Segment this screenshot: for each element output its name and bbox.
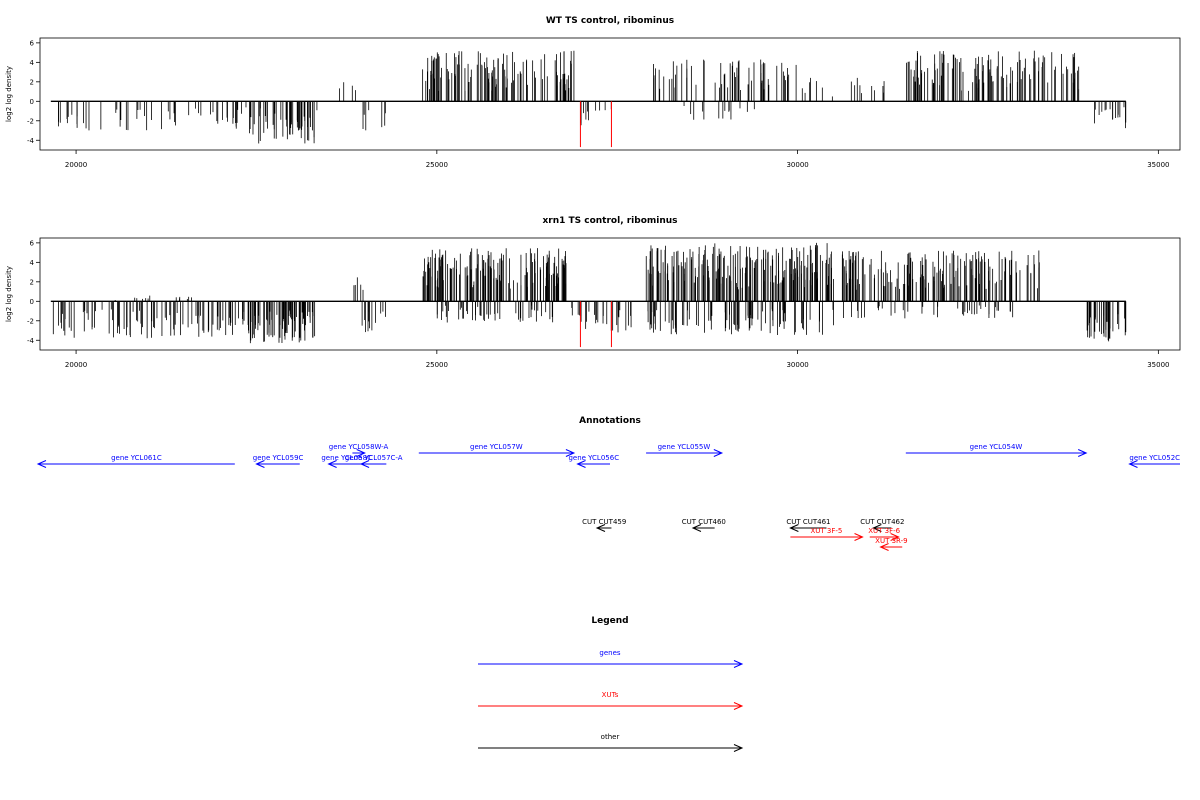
arrow-head: [1078, 449, 1088, 457]
y-tick-label: -4: [27, 137, 35, 145]
legend-item: XUTs: [478, 691, 744, 710]
y-axis-label: log2 log density: [5, 266, 13, 322]
xrn1-panel-title: xrn1 TS control, ribominus: [542, 216, 677, 226]
annotation-label: CUT CUT460: [682, 518, 726, 526]
arrow-head: [36, 460, 47, 468]
y-tick-label: 6: [30, 239, 35, 247]
wt-panel-title: WT TS control, ribominus: [546, 16, 674, 26]
annotation-label: CUT CUT461: [786, 518, 830, 526]
xrn1-panel: xrn1 TS control, ribominus -4 -2 0 2 4 6 20000…: [5, 216, 1181, 369]
arrow-head: [733, 702, 744, 710]
annotation-label: gene YCL055W: [658, 443, 711, 451]
annotations-title: Annotations: [579, 416, 641, 426]
annotation-feature: gene YCL057W: [418, 443, 576, 457]
x-tick-label: 35000: [1147, 161, 1169, 169]
legend-title: Legend: [591, 616, 628, 626]
arrow-head: [854, 533, 864, 541]
annotation-label: CUT CUT459: [582, 518, 626, 526]
annotation-feature: gene YCL055W: [646, 443, 724, 457]
y-tick-label: 2: [30, 78, 34, 86]
x-tick-label: 25000: [426, 361, 448, 369]
data-bars: [52, 242, 1127, 344]
annotation-label: gene YCL057C-A: [345, 454, 403, 462]
y-tick-label: -2: [27, 117, 34, 125]
annotation-feature: XUT 3R-9: [875, 537, 908, 551]
x-tick-label: 25000: [426, 161, 448, 169]
y-tick-label: 4: [30, 59, 35, 67]
arrow-head: [691, 524, 702, 532]
annotation-label: gene YCL059C: [253, 454, 304, 462]
x-tick-label: 20000: [65, 361, 87, 369]
annotation-label: CUT CUT462: [860, 518, 904, 526]
annotation-feature: gene YCL058W-A: [329, 443, 389, 457]
arrow-head: [733, 744, 744, 752]
arrow-head: [789, 524, 799, 532]
y-tick-label: 4: [30, 259, 35, 267]
annotation-label: gene YCL061C: [111, 454, 162, 462]
x-tick-label: 30000: [786, 161, 808, 169]
annotation-feature: gene YCL061C: [36, 454, 235, 468]
x-tick-label: 30000: [786, 361, 808, 369]
annotation-feature: gene YCL056C: [568, 454, 619, 468]
plot-frame: [39, 37, 1181, 151]
annotation-label: gene YCL057W: [470, 443, 523, 451]
legend-panel: Legend genes XUTs other: [478, 616, 744, 752]
annotation-label: gene YCL058W-A: [329, 443, 389, 451]
arrow-head: [879, 543, 889, 551]
y-tick-label: 6: [30, 39, 35, 47]
y-tick-label: 2: [30, 278, 34, 286]
annotation-label: XUT 3R-9: [875, 537, 907, 545]
arrow-head: [1128, 460, 1138, 468]
arrow-head: [565, 449, 576, 457]
legend-label: XUTs: [602, 691, 619, 699]
legend-label: genes: [599, 649, 620, 657]
annotation-label: gene YCL058C: [321, 454, 372, 462]
annotations-panel: Annotations gene YCL061C gene YCL059C gene…: [36, 416, 1180, 551]
wt-panel: WT TS control, ribominus -4 -2 0 2 4 6 20000 25…: [5, 16, 1181, 169]
annotation-feature: gene YCL052C: [1128, 454, 1180, 468]
annotation-feature: CUT CUT460: [682, 518, 726, 532]
legend-item: genes: [478, 649, 744, 668]
data-bars: [58, 50, 1127, 144]
arrow-head: [595, 524, 606, 532]
arrow-head: [327, 460, 337, 468]
annotation-feature: CUT CUT459: [582, 518, 626, 532]
annotation-feature: CUT CUT461: [786, 518, 831, 532]
plot-frame: [39, 237, 1181, 351]
annotation-label: XUT 3F-6: [868, 527, 900, 535]
arrow-head: [359, 460, 370, 468]
arrow-head: [872, 524, 882, 532]
annotation-feature: gene YCL058C: [321, 454, 372, 468]
arrow-head: [713, 449, 724, 457]
legend-item: other: [478, 733, 744, 752]
y-tick-label: 0: [30, 98, 34, 106]
x-tick-label: 35000: [1147, 361, 1169, 369]
arrow-head: [890, 533, 900, 541]
annotation-feature: gene YCL054W: [905, 443, 1088, 457]
arrow-head: [255, 460, 265, 468]
annotation-label: gene YCL054W: [970, 443, 1023, 451]
annotation-label: gene YCL052C: [1129, 454, 1180, 462]
y-tick-label: -4: [27, 337, 35, 345]
annotation-feature: XUT 3F-5: [790, 527, 864, 541]
annotation-feature: gene YCL057C-A: [345, 454, 403, 468]
y-tick-label: -2: [27, 317, 34, 325]
legend-label: other: [601, 733, 620, 741]
annotation-feature: gene YCL059C: [253, 454, 304, 468]
annotation-feature: CUT CUT462: [860, 518, 904, 532]
annotation-label: gene YCL056C: [568, 454, 619, 462]
y-tick-label: 0: [30, 298, 34, 306]
arrow-head: [356, 449, 366, 457]
y-axis-label: log2 log density: [5, 66, 13, 122]
arrow-head: [733, 660, 744, 668]
annotation-feature: XUT 3F-6: [868, 527, 901, 541]
x-tick-label: 20000: [65, 161, 87, 169]
annotation-label: XUT 3F-5: [811, 527, 843, 535]
arrow-head: [576, 460, 586, 468]
